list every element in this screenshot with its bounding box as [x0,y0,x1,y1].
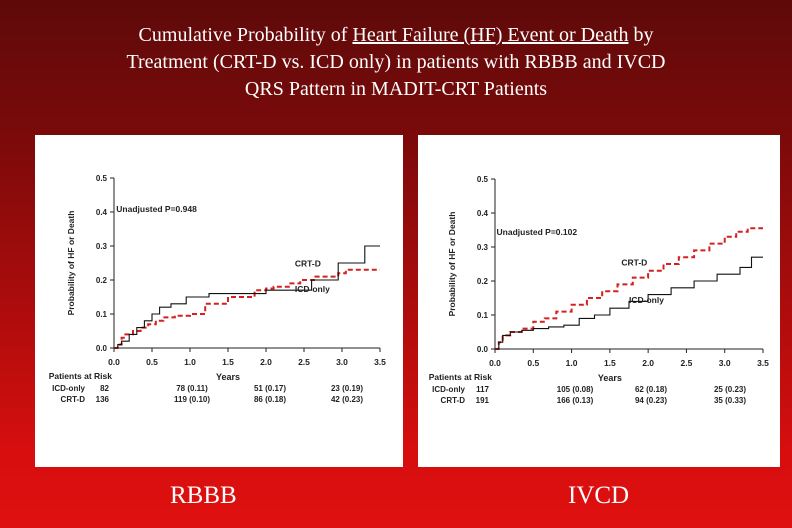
x-tick-label: 3.0 [336,357,348,367]
x-tick-label: 3.0 [719,358,731,368]
icd-series-line [495,256,763,350]
x-tick-label: 3.5 [374,357,386,367]
x-axis-title: Years [598,373,622,383]
risk-table-header: Patients at Risk [49,371,113,381]
x-tick-label: 2.0 [642,358,654,368]
crtd-series-label: CRT-D [295,258,321,268]
crtd-series-label: CRT-D [621,258,647,268]
risk-cell: 78 (0.11) [176,384,208,393]
x-tick-label: 2.0 [260,357,272,367]
risk-cell: 42 (0.23) [331,395,363,404]
x-tick-label: 0.5 [146,357,158,367]
crtd-series-line [495,227,763,350]
p-value-annotation: Unadjusted P=0.948 [116,204,197,214]
y-tick-label: 0.4 [477,209,489,218]
x-tick-label: 1.0 [566,358,578,368]
crtd-series-line [114,268,380,349]
y-tick-label: 0.4 [96,208,108,217]
y-tick-label: 0.1 [96,310,108,319]
risk-cell: 166 (0.13) [557,396,594,405]
y-axis-title: Probability of HF or Death [447,212,457,317]
risk-table-header: Patients at Risk [429,372,493,382]
title-pre: Cumulative Probability of [138,24,353,46]
risk-cell: 35 (0.33) [714,396,746,405]
x-axis-title: Years [216,372,240,382]
ivcd-label: IVCD [568,482,630,509]
y-tick-label: 0.5 [477,175,489,184]
title-line-1: Cumulative Probability of Heart Failure … [0,22,792,49]
icd-series-line [114,245,380,349]
risk-cell: 117 [476,385,489,394]
risk-cell: 82 [100,384,109,393]
risk-cell: 136 [96,395,110,404]
risk-cell: 105 (0.08) [557,385,594,394]
risk-cell: 94 (0.23) [635,396,667,405]
x-tick-label: 0.0 [108,357,120,367]
risk-cell: 62 (0.18) [635,385,667,394]
p-value-annotation: Unadjusted P=0.102 [497,227,578,237]
y-tick-label: 0.1 [477,311,489,320]
risk-cell: 191 [476,396,490,405]
ivcd-chart: 0.0 0.1 0.2 0.3 0.4 0.5 0.0 0.5 1.0 1.5 2.0 2.5 3.0 3… [429,175,769,405]
risk-row-label: ICD-only [52,384,85,393]
x-tick-label: 2.5 [298,357,310,367]
title-line-3: QRS Pattern in MADIT-CRT Patients [244,78,548,100]
y-axis-title: Probability of HF or Death [66,211,76,316]
risk-cell: 23 (0.19) [331,384,363,393]
y-tick-label: 0.2 [96,276,108,285]
risk-row-label: CRT-D [441,396,466,405]
x-tick-label: 2.5 [681,358,693,368]
risk-row-label: ICD-only [432,385,465,394]
x-tick-label: 1.0 [184,357,196,367]
risk-cell: 25 (0.23) [714,385,746,394]
y-tick-label: 0.3 [96,242,108,251]
risk-cell: 86 (0.18) [254,395,286,404]
risk-cell: 119 (0.10) [174,395,210,404]
y-tick-label: 0.3 [477,243,489,252]
title-line-2: Treatment (CRT-D vs. ICD only) in patien… [126,51,666,73]
icd-series-label: ICD-only [295,284,330,294]
y-tick-label: 0.0 [96,344,108,353]
x-tick-label: 1.5 [604,358,616,368]
x-tick-label: 0.0 [489,358,501,368]
risk-cell: 51 (0.17) [254,384,286,393]
title-post: by [628,24,654,46]
rbbb-chart: 0.0 0.1 0.2 0.3 0.4 0.5 0.0 0.5 1.0 1.5 2.0 2.5 3.0 3… [49,174,386,404]
rbbb-label: RBBB [170,482,237,509]
y-tick-label: 0.2 [477,277,489,286]
y-tick-label: 0.0 [477,345,489,354]
x-tick-label: 0.5 [527,358,539,368]
x-tick-label: 1.5 [222,357,234,367]
slide-title: Cumulative Probability of Heart Failure … [0,22,792,103]
icd-series-label: ICD-only [629,295,664,305]
x-tick-label: 3.5 [757,358,769,368]
risk-row-label: CRT-D [61,395,86,404]
y-tick-label: 0.5 [96,174,108,183]
ivcd-chart-panel: 0.0 0.1 0.2 0.3 0.4 0.5 0.0 0.5 1.0 1.5 2.0 2.5 3.0 3… [418,135,780,467]
rbbb-chart-panel: 0.0 0.1 0.2 0.3 0.4 0.5 0.0 0.5 1.0 1.5 2.0 2.5 3.0 3… [35,135,403,467]
title-underlined: Heart Failure (HF) Event or Death [352,24,629,46]
